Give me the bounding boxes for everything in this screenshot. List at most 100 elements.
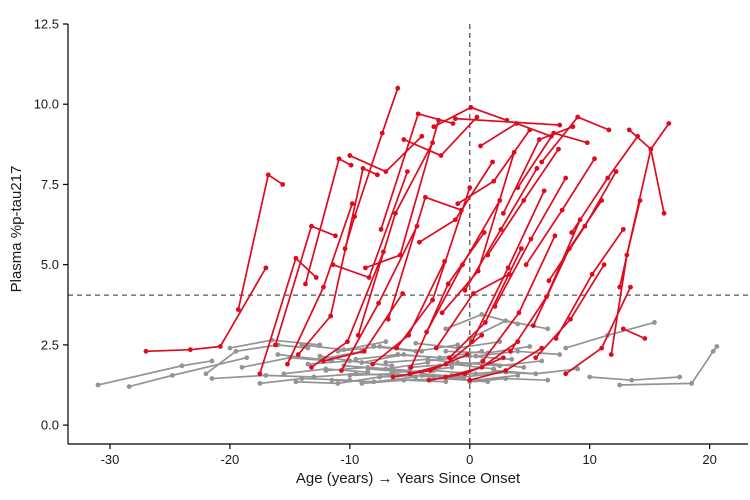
data-point-red — [533, 355, 539, 361]
data-point-red — [265, 172, 271, 178]
data-point-gray — [677, 374, 683, 380]
data-point-gray — [317, 353, 323, 359]
data-point-gray — [443, 326, 449, 332]
data-point-red — [518, 246, 524, 252]
data-point-gray — [179, 363, 185, 369]
data-point-gray — [509, 356, 515, 362]
data-point-red — [360, 165, 366, 171]
data-point-gray — [244, 355, 250, 361]
data-point-red — [626, 127, 632, 133]
data-point-gray — [377, 374, 383, 380]
data-point-gray — [689, 380, 695, 386]
data-point-red — [568, 316, 573, 322]
data-point-red — [628, 284, 633, 290]
data-point-red — [430, 297, 435, 303]
data-point-gray — [545, 377, 551, 383]
trajectory-line-red — [628, 129, 665, 215]
trajectory-line-red — [344, 87, 399, 250]
data-point-red — [349, 201, 355, 207]
data-point-red — [608, 352, 614, 357]
data-point-gray — [563, 345, 569, 351]
data-point-gray — [353, 356, 359, 362]
data-point-red — [584, 140, 590, 146]
data-point-red — [620, 326, 626, 332]
data-point-gray — [203, 371, 209, 377]
data-point-red — [383, 169, 389, 175]
data-point-red — [523, 262, 529, 268]
data-point-red — [446, 355, 452, 361]
x-tick-label: -30 — [101, 452, 120, 467]
data-point-red — [637, 198, 643, 203]
trajectory-line-gray — [211, 374, 315, 380]
data-point-red — [376, 300, 382, 306]
trajectory-line-red — [516, 132, 589, 189]
data-point-red — [422, 194, 428, 200]
data-point-gray — [545, 326, 551, 332]
data-point-gray — [587, 374, 593, 380]
data-point-red — [506, 271, 512, 277]
data-point-red — [575, 114, 581, 120]
data-point-gray — [329, 377, 335, 383]
data-point-red — [328, 313, 334, 319]
x-tick-label: 10 — [582, 452, 596, 467]
data-point-red — [395, 85, 401, 91]
trajectory-line-gray — [588, 376, 681, 382]
trajectory-line-red — [618, 122, 670, 288]
data-point-gray — [425, 358, 431, 364]
data-point-red — [415, 111, 421, 117]
data-point-red — [438, 153, 444, 158]
data-point-red — [601, 262, 607, 268]
data-point-red — [482, 320, 488, 325]
data-point-gray — [413, 340, 419, 346]
data-point-gray — [479, 312, 485, 317]
x-tick-label: -10 — [340, 452, 359, 467]
data-point-red — [285, 361, 290, 367]
data-point-gray — [515, 348, 521, 354]
data-point-red — [405, 169, 410, 175]
y-tick-label: 7.5 — [41, 177, 59, 192]
data-point-red — [433, 345, 439, 351]
trajectory-line-red — [622, 327, 646, 340]
data-point-red — [439, 310, 445, 316]
data-point-red — [485, 252, 491, 258]
trajectory-line-red — [145, 267, 267, 353]
data-point-red — [516, 310, 522, 316]
data-point-red — [536, 137, 542, 142]
data-point-red — [187, 347, 193, 353]
data-point-gray — [389, 363, 395, 369]
trajectory-line-red — [479, 122, 553, 147]
data-point-gray — [281, 371, 287, 377]
trajectory-line-red — [525, 157, 596, 266]
data-point-red — [217, 344, 223, 349]
data-point-red — [666, 121, 672, 126]
data-point-red — [500, 355, 506, 361]
data-point-gray — [335, 380, 341, 386]
x-tick-label: 20 — [702, 452, 716, 467]
trajectory-line-gray — [205, 344, 309, 375]
data-point-red — [563, 371, 569, 377]
data-point-red — [339, 368, 344, 373]
data-point-gray — [473, 353, 479, 359]
y-tick-label: 12.5 — [34, 17, 59, 32]
data-point-red — [397, 252, 403, 258]
data-point-red — [521, 198, 527, 203]
data-point-gray — [383, 360, 389, 365]
data-point-gray — [443, 348, 449, 354]
data-point-red — [257, 371, 263, 377]
x-axis-title: Age (years) → Years Since Onset — [295, 470, 521, 487]
data-point-gray — [455, 360, 461, 365]
data-point-red — [235, 307, 241, 312]
data-point-gray — [239, 364, 245, 370]
trajectory-line-red — [610, 199, 641, 356]
data-point-gray — [209, 376, 215, 381]
trajectory-line-red — [454, 117, 561, 126]
data-point-red — [624, 252, 630, 258]
data-point-gray — [359, 380, 365, 386]
data-point-gray — [263, 372, 269, 378]
data-point-red — [342, 246, 348, 252]
data-point-red — [313, 275, 319, 280]
data-point-red — [401, 137, 407, 142]
data-point-red — [455, 201, 461, 207]
